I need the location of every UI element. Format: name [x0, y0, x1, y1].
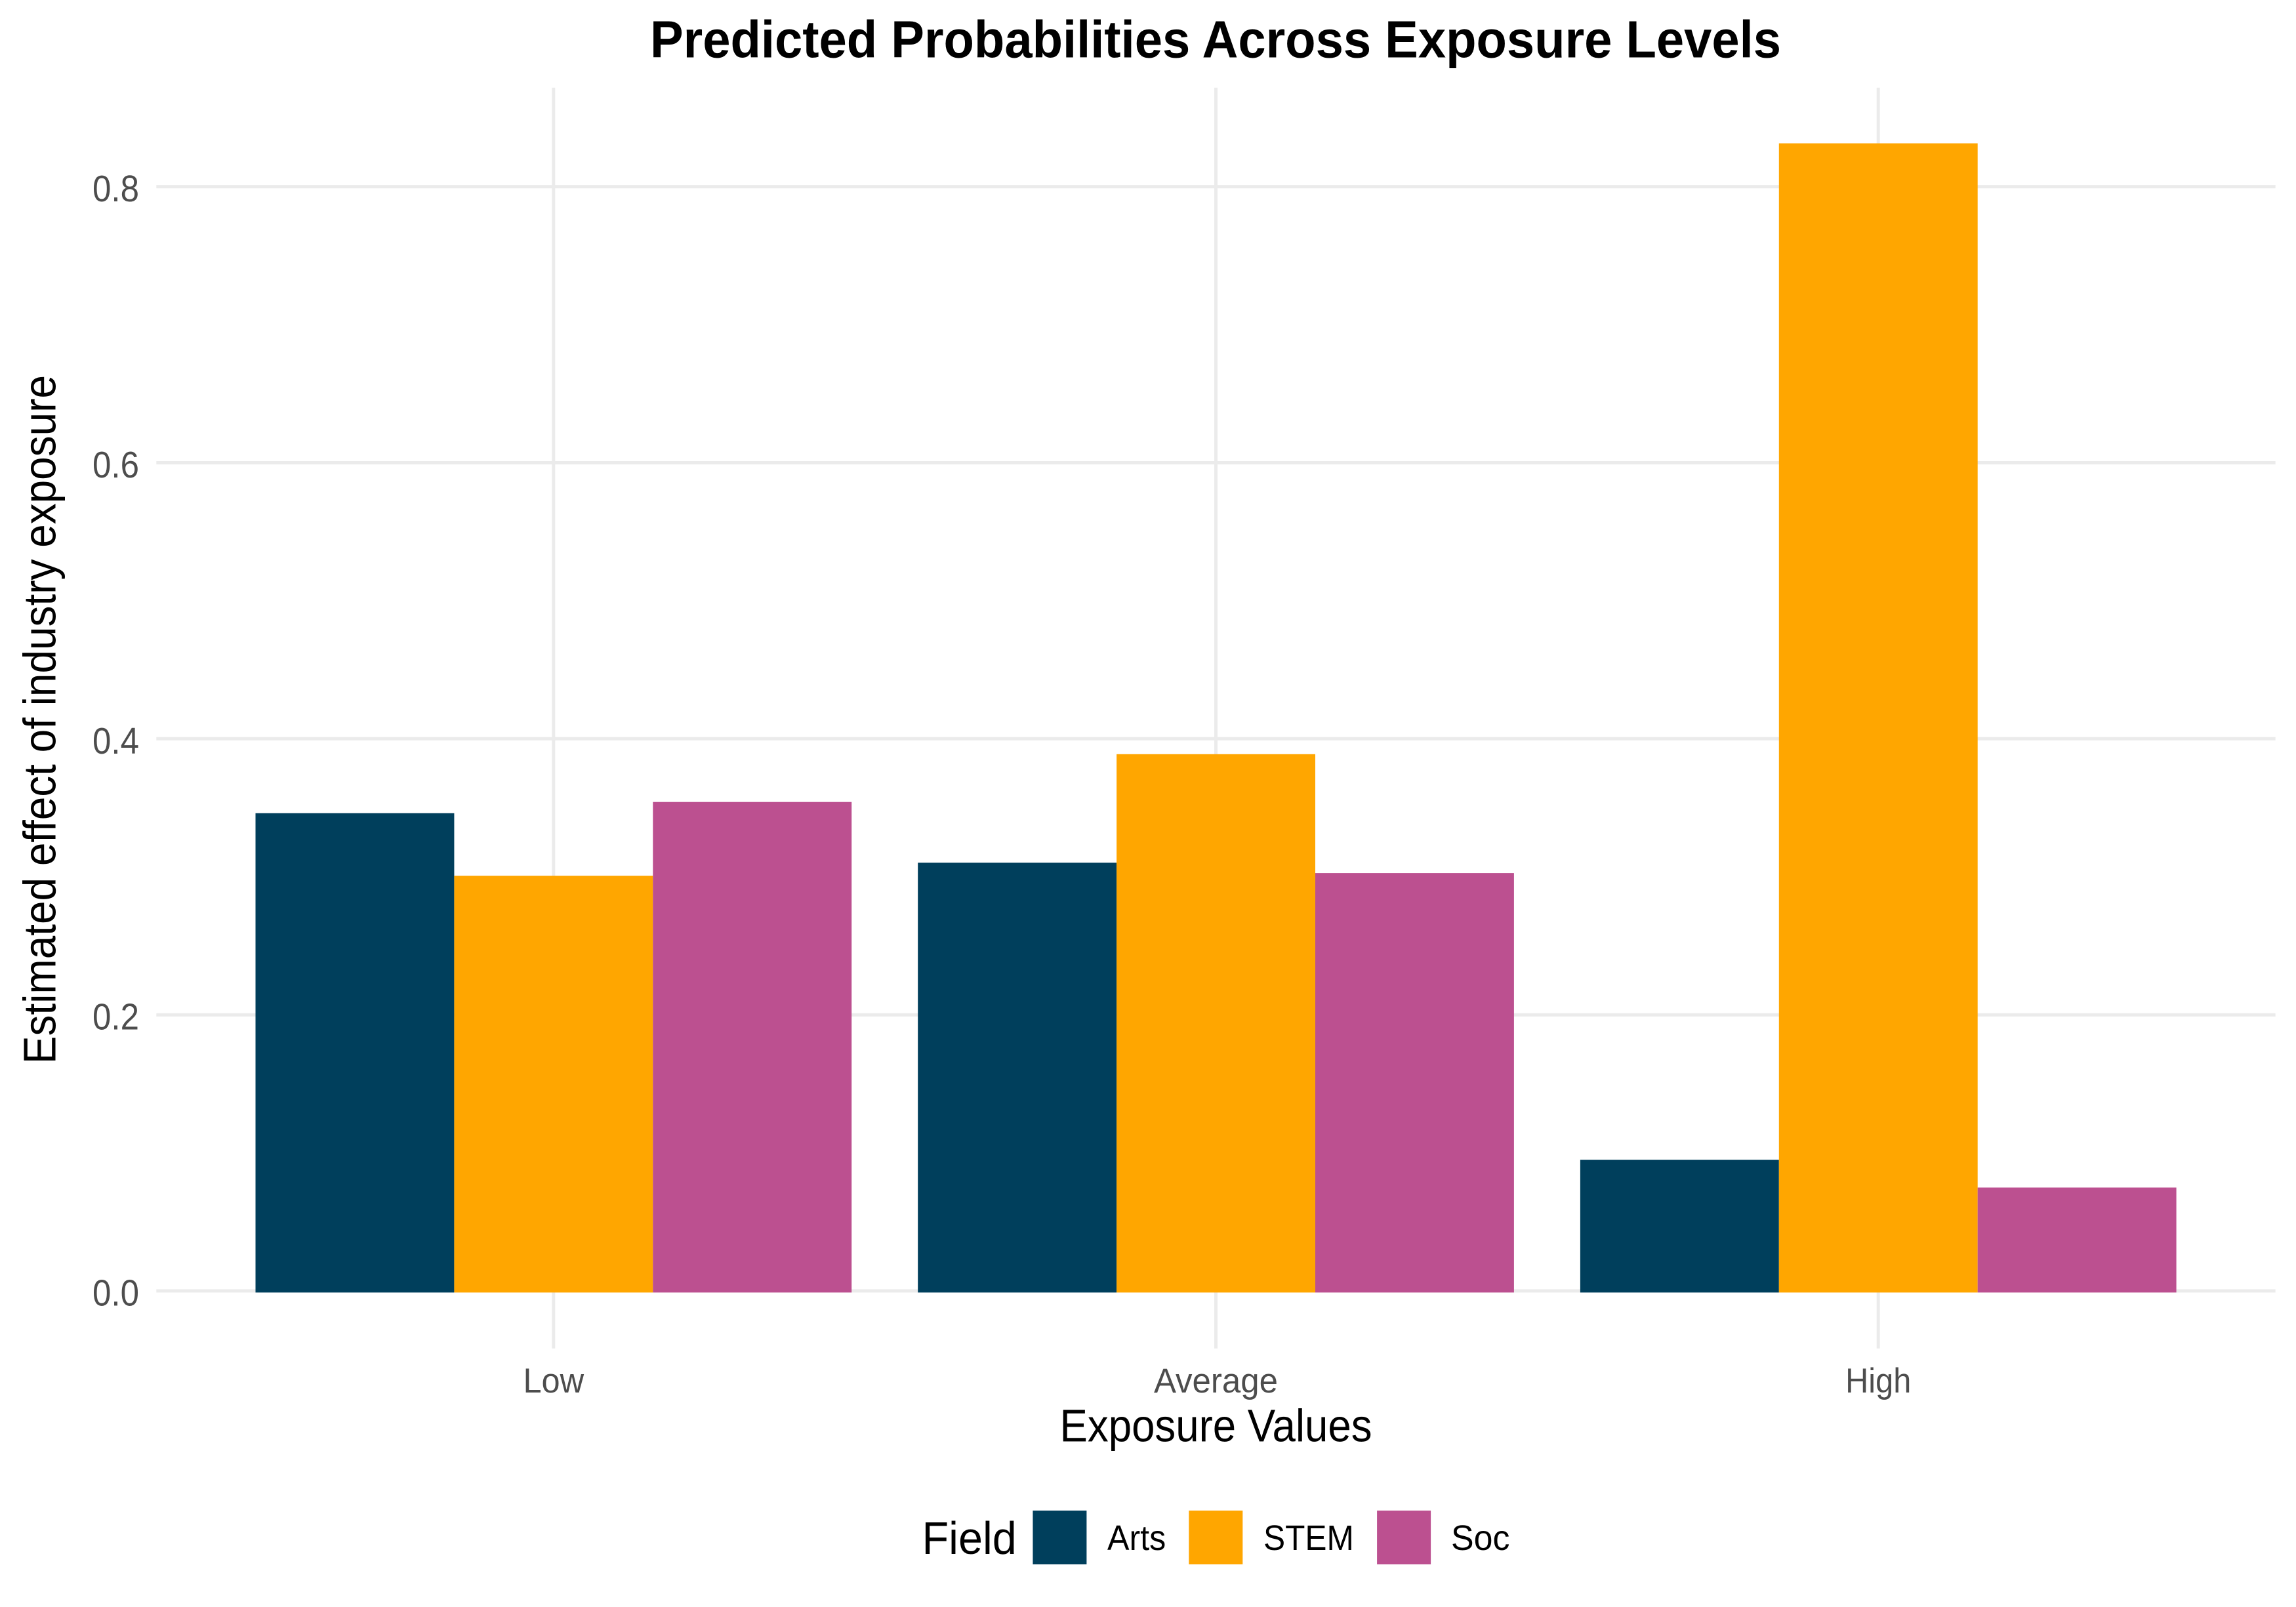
svg-text:Low: Low [523, 1362, 584, 1400]
svg-text:STEM: STEM [1263, 1518, 1354, 1558]
svg-text:0.0: 0.0 [92, 1272, 139, 1314]
svg-text:Soc: Soc [1451, 1518, 1509, 1558]
svg-text:0.8: 0.8 [92, 168, 139, 210]
svg-text:High: High [1845, 1362, 1911, 1400]
svg-text:Average: Average [1154, 1362, 1278, 1400]
svg-text:Field: Field [922, 1513, 1017, 1564]
svg-text:Predicted Probabilities Across: Predicted Probabilities Across Exposure … [650, 10, 1781, 69]
svg-text:Arts: Arts [1107, 1518, 1166, 1558]
svg-text:0.2: 0.2 [92, 996, 139, 1038]
svg-text:0.6: 0.6 [92, 444, 139, 486]
svg-text:Exposure Values: Exposure Values [1060, 1400, 1372, 1452]
svg-text:0.4: 0.4 [92, 720, 139, 762]
svg-text:Estimated effect of industry e: Estimated effect of industry exposure [14, 375, 66, 1064]
